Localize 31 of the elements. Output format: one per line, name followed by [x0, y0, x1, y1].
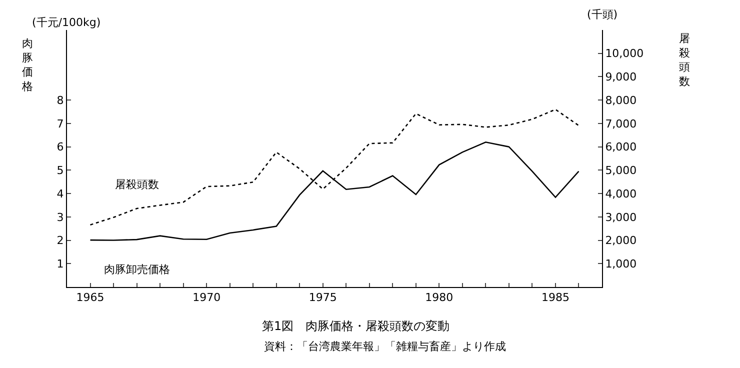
text: 資料：「台湾農業年報」「雑糧与畜産」より作成: [264, 340, 506, 353]
x-tick-label: 1975: [308, 291, 337, 304]
y2-axis-title: 屠殺頭数: [679, 32, 690, 88]
x-tick-label: 1970: [192, 291, 221, 304]
text: 肉豚卸売価格: [104, 263, 170, 276]
y-tick-label: 6: [56, 140, 64, 154]
y2-tick-label: 5,000: [605, 164, 637, 178]
text: (千元/100kg): [32, 16, 101, 29]
text: (千頭): [587, 8, 618, 21]
text: 第1図 肉豚価格・屠殺頭数の変動: [262, 319, 450, 334]
x-tick-label: 1980: [425, 291, 454, 304]
y2-tick-label: 6,000: [605, 140, 637, 154]
y-axis-title: 肉豚価格: [21, 37, 33, 93]
y-tick-label: 1: [56, 257, 64, 270]
series-label: 屠殺頭数: [115, 178, 159, 191]
y-tick-label: 5: [56, 164, 64, 178]
y2-tick-label: 7,000: [605, 117, 637, 130]
y2-tick-label: 4,000: [605, 187, 637, 200]
x-tick-label: 1965: [76, 291, 104, 304]
y-tick-label: 4: [56, 187, 64, 200]
y-tick-label: 7: [56, 117, 64, 130]
y2-tick-label: 1,000: [605, 257, 637, 270]
y-tick-label: 8: [56, 94, 64, 107]
y-tick-label: 2: [56, 234, 64, 248]
y2-tick-label: 10,000: [605, 47, 644, 60]
y2-tick-label: 8,000: [605, 94, 637, 107]
x-tick-label: 1985: [541, 291, 570, 304]
y2-tick-label: 2,000: [605, 234, 637, 248]
y-tick-label: 3: [56, 210, 64, 224]
y2-tick-label: 3,000: [605, 210, 637, 224]
y2-tick-label: 9,000: [605, 70, 637, 84]
